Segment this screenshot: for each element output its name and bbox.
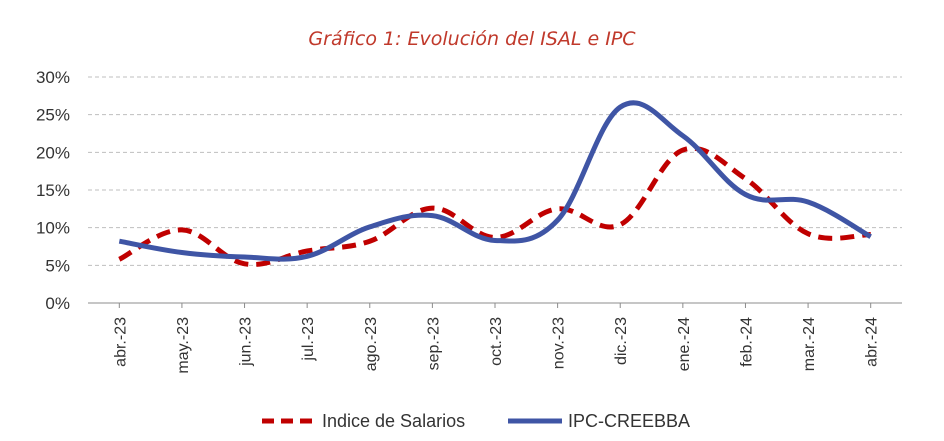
legend-swatch-ipc xyxy=(508,418,562,424)
y-tick-label: 15% xyxy=(36,181,70,200)
x-tick-label: ene.-24 xyxy=(676,317,693,371)
x-tick-label: jun.-23 xyxy=(238,317,255,367)
x-tick-label: oct.-23 xyxy=(488,317,505,366)
x-tick-label: mar.-24 xyxy=(801,317,818,371)
chart-legend: Indice de Salarios IPC-CREEBBA xyxy=(0,407,944,435)
chart-title: Gráfico 1: Evolución del ISAL e IPC xyxy=(308,28,636,50)
y-tick-label: 25% xyxy=(36,106,70,125)
legend-item-ipc: IPC-CREEBBA xyxy=(508,407,690,435)
y-tick-label: 10% xyxy=(36,219,70,238)
y-tick-label: 30% xyxy=(36,68,70,87)
x-tick-label: nov.-23 xyxy=(551,317,568,369)
x-tick-label: sep.-23 xyxy=(425,317,442,370)
series-line-salarios xyxy=(118,145,871,268)
x-tick-label: jul.-23 xyxy=(300,317,317,362)
y-tick-label: 0% xyxy=(45,294,70,313)
y-tick-label: 20% xyxy=(36,143,70,162)
x-tick-label: ago.-23 xyxy=(363,317,380,371)
x-tick-label: feb.-24 xyxy=(738,317,755,367)
y-axis-ticks: 0% 5% 10% 15% 20% 25% 30% xyxy=(36,68,70,313)
legend-item-salarios: Indice de Salarios xyxy=(262,407,465,435)
legend-swatch-salarios xyxy=(262,418,316,424)
x-tick-label: abr.-23 xyxy=(112,317,129,367)
grid-lines xyxy=(88,76,902,304)
x-tick-label: dic.-23 xyxy=(613,317,630,365)
x-tick-label: may.-23 xyxy=(175,317,192,374)
x-tick-label: abr.-24 xyxy=(864,317,881,367)
series-line-ipc xyxy=(118,100,872,262)
series-lines xyxy=(118,100,872,268)
legend-label-salarios: Indice de Salarios xyxy=(322,410,466,431)
legend-label-ipc: IPC-CREEBBA xyxy=(568,410,691,431)
x-axis-ticks: abr.-23 may.-23 jun.-23 jul.-23 ago.-23 sep.-… xyxy=(112,303,881,374)
y-tick-label: 5% xyxy=(45,256,70,275)
